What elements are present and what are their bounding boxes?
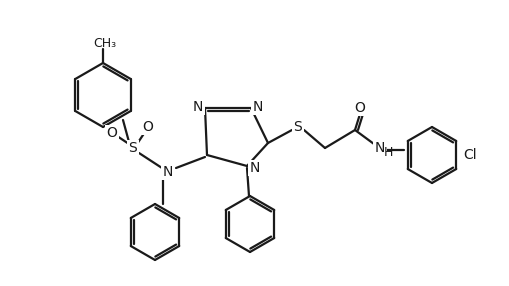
Text: O: O <box>143 120 153 134</box>
Text: N: N <box>249 161 260 175</box>
Text: N: N <box>252 100 263 114</box>
Text: Cl: Cl <box>462 148 476 162</box>
Text: N: N <box>162 165 173 179</box>
Text: N: N <box>374 141 384 155</box>
Text: N: N <box>192 100 203 114</box>
Text: O: O <box>354 101 365 115</box>
Text: S: S <box>293 120 302 134</box>
Text: CH₃: CH₃ <box>93 37 117 49</box>
Text: S: S <box>128 141 137 155</box>
Text: O: O <box>106 126 117 140</box>
Text: H: H <box>383 146 392 160</box>
